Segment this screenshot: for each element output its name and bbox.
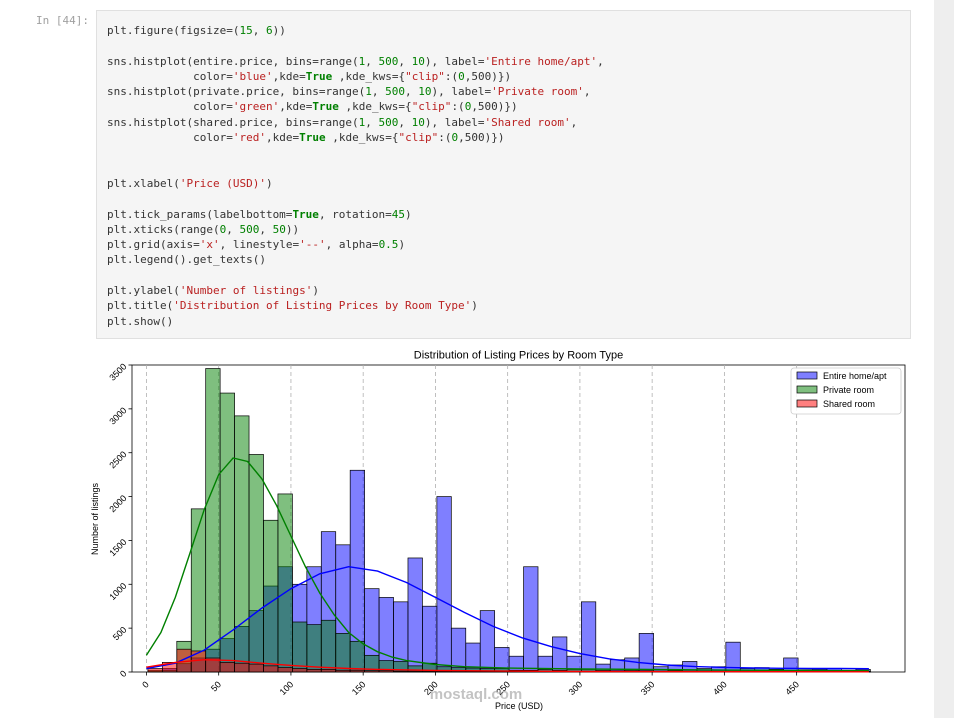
x-tick-label: 0 <box>140 679 151 690</box>
histogram-bar <box>263 665 279 673</box>
histogram-bar <box>190 650 207 673</box>
histogram-bar <box>508 655 524 673</box>
histogram-bar <box>234 415 250 673</box>
legend-label: Private room <box>823 385 874 395</box>
y-tick-label: 1000 <box>107 581 128 602</box>
right-scrollbar[interactable] <box>934 0 954 718</box>
chart-title: Distribution of Listing Prices by Room T… <box>414 350 624 362</box>
code-line: sns.histplot(entire.price, bins=range(1,… <box>107 54 604 68</box>
histogram-bar <box>277 493 293 673</box>
histogram-bar <box>335 669 351 673</box>
y-tick-label: 500 <box>111 625 129 643</box>
x-tick-label: 350 <box>639 679 657 697</box>
kde-curve <box>146 658 869 673</box>
histogram-bar <box>205 368 221 673</box>
y-tick-label: 2500 <box>107 449 128 470</box>
code-line: color='green',kde=True ,kde_kws={"clip":… <box>107 100 518 114</box>
histogram-bar <box>277 667 293 673</box>
histogram-bar <box>292 621 308 673</box>
legend-swatch <box>796 371 818 380</box>
histogram-bar <box>422 605 438 673</box>
histogram-bar <box>190 508 207 673</box>
histogram-bar <box>479 610 496 673</box>
y-tick-label: 0 <box>118 668 129 679</box>
code-line: plt.tick_params(labelbottom=True, rotati… <box>107 207 412 221</box>
histogram-bar <box>436 496 452 673</box>
histogram-bar <box>335 633 351 673</box>
histogram-bar <box>638 633 654 673</box>
histogram-bar <box>248 454 264 673</box>
x-tick-label: 300 <box>567 679 585 697</box>
code-line: plt.show() <box>107 314 174 328</box>
histogram-bar <box>552 636 568 673</box>
x-tick-label: 150 <box>350 679 368 697</box>
histogram-bar <box>320 669 337 673</box>
x-tick-label: 400 <box>711 679 729 697</box>
histogram-bar <box>422 670 438 673</box>
legend-swatch <box>796 399 818 408</box>
x-tick-label: 450 <box>783 679 801 697</box>
code-line: color='red',kde=True ,kde_kws={"clip":(0… <box>107 131 505 145</box>
histogram-bar <box>407 557 423 673</box>
legend-label: Entire home/apt <box>823 371 887 381</box>
code-line: sns.histplot(private.price, bins=range(1… <box>107 85 591 99</box>
code-line: plt.title('Distribution of Listing Price… <box>107 299 478 313</box>
x-axis-label: Price (USD) <box>495 701 543 711</box>
histogram-bar <box>147 668 163 673</box>
x-tick-label: 50 <box>209 679 223 693</box>
histogram-bar <box>263 519 279 673</box>
legend-label: Shared room <box>823 399 875 409</box>
kde-curve <box>145 457 869 672</box>
code-line: plt.figure(figsize=(15, 6)) <box>107 24 286 37</box>
code-line: plt.grid(axis='x', linestyle='--', alpha… <box>107 238 406 252</box>
kde-curve <box>146 565 869 670</box>
code-cell[interactable]: plt.figure(figsize=(15, 6)) sns.histplot… <box>96 10 911 339</box>
histogram-bar <box>248 663 264 673</box>
x-tick-label: 100 <box>278 679 296 697</box>
code-line: plt.xlabel('Price (USD)') <box>107 176 273 190</box>
histogram-bar <box>407 670 423 673</box>
cell-prompt: In [44]: <box>36 14 89 27</box>
y-tick-label: 1500 <box>107 537 128 558</box>
y-tick-label: 3000 <box>107 405 128 426</box>
code-line: plt.ylabel('Number of listings') <box>107 284 319 298</box>
histogram-bar <box>364 670 380 673</box>
histogram-bar <box>378 670 394 673</box>
histogram-bar <box>219 662 235 673</box>
y-axis-label: Number of listings <box>90 482 100 555</box>
histogram-bar <box>523 566 539 673</box>
y-tick-label: 3500 <box>107 361 128 382</box>
histogram-bar <box>292 668 308 673</box>
histogram-bar <box>436 670 452 673</box>
code-line: plt.xticks(range(0, 500, 50)) <box>107 222 300 236</box>
histogram-bar <box>581 601 597 673</box>
histogram-bar <box>349 669 365 673</box>
histogram-bar <box>234 662 250 673</box>
histogram-bar <box>393 670 409 673</box>
legend: Entire home/apt Private room Shared room <box>790 367 902 415</box>
histogram-bar <box>320 619 337 673</box>
histogram-bar <box>306 624 322 673</box>
code-line: sns.histplot(shared.price, bins=range(1,… <box>107 115 578 129</box>
code-editor[interactable]: plt.figure(figsize=(15, 6)) sns.histplot… <box>107 23 604 329</box>
histogram-bar <box>349 640 365 673</box>
legend-swatch <box>796 385 818 394</box>
code-line: plt.legend().get_texts() <box>107 253 266 267</box>
histogram-bar <box>609 659 626 673</box>
watermark: mostaql.com <box>430 686 523 703</box>
legend-box <box>790 367 902 415</box>
histogram-bar <box>306 669 322 673</box>
code-line: color='blue',kde=True ,kde_kws={"clip":(… <box>107 69 512 83</box>
y-tick-label: 2000 <box>107 493 128 514</box>
